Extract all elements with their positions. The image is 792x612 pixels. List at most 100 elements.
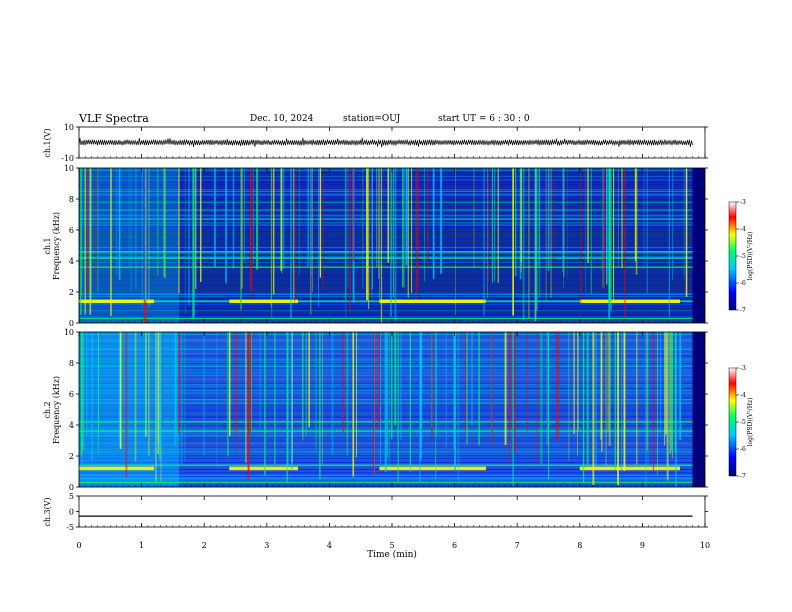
spectrogram-sferic (582, 332, 585, 483)
ch1-waveform-frame (78, 126, 706, 159)
spectrogram-noise-band (79, 446, 705, 448)
spectrogram-sferic (346, 332, 349, 456)
colorbar-tick-label: -4 (740, 392, 746, 399)
spectrogram-sferic (81, 168, 83, 297)
spectrogram-sferic (491, 332, 493, 445)
spectrogram-noise-band (79, 439, 705, 441)
spectrogram-sferic (180, 332, 183, 465)
spectrogram-sferic (606, 332, 608, 430)
spectrogram-sferic (519, 168, 522, 280)
spectrogram-sferic (294, 168, 296, 304)
spectrogram-sferic (229, 332, 231, 436)
ch1-colorbar: -3 -4 -5 -6 -7 log(PSD)(V²/Hz) (728, 199, 754, 314)
spectrogram-noise-band (79, 474, 705, 475)
spectrogram-sferic (590, 168, 592, 294)
ch1-waveform-panel (78, 126, 706, 159)
spectrogram-sferic (250, 168, 251, 289)
spectrogram-sferic (668, 168, 670, 317)
spectrogram-sferic (402, 168, 404, 287)
spectrogram-sferic (264, 332, 266, 476)
spectrogram-noise-band (79, 299, 705, 300)
spectrogram-sferic (407, 168, 409, 298)
spectrogram-sferic (273, 168, 275, 295)
spectrogram-sferic (672, 168, 674, 280)
spectrogram-sferic (513, 332, 514, 478)
x-axis-label: Time (min) (367, 549, 417, 560)
spectrogram-sferic (347, 168, 349, 288)
spectrogram-sferic (562, 168, 564, 272)
spectrogram-sferic (241, 168, 243, 289)
spectrogram-sferic (457, 332, 460, 483)
ch1-spectrogram-panel (78, 167, 706, 324)
spectrogram-persistent-band (79, 257, 705, 259)
spectrogram-sferic (342, 332, 344, 433)
spectrogram-sferic (119, 168, 121, 280)
ch1-spectrogram-channel-label: ch.1 (43, 237, 52, 254)
spectrogram-sferic (315, 332, 317, 450)
spectrogram-sferic (397, 332, 399, 483)
spectrogram-noise-band (79, 453, 705, 455)
spectrogram-sferic (378, 332, 380, 429)
spectrogram-sferic (89, 168, 92, 315)
spectrogram-noise-band (79, 195, 705, 197)
colorbar-tick-label: -6 (740, 280, 746, 287)
spectrogram-sferic (253, 168, 254, 265)
spectrogram-sferic (148, 168, 150, 308)
y-tick-label: 0 (69, 508, 74, 517)
ch1-colorbar-label: log(PSD)(V²/Hz) (747, 232, 754, 281)
spectrogram-sferic (305, 332, 307, 435)
spectrogram-noise-band (79, 280, 705, 282)
spectrogram-sferic (606, 168, 608, 285)
spectrogram-sferic (178, 332, 180, 434)
spectrogram-sferic (380, 168, 383, 323)
spectrogram-sferic (587, 168, 589, 264)
spectrogram-sferic (280, 168, 282, 272)
spectrogram-sferic (380, 332, 381, 464)
spectrogram-noise-band (79, 222, 705, 223)
spectrogram-sferic (585, 168, 586, 292)
spectrogram-sferic (592, 332, 595, 485)
spectrogram-sferic (558, 332, 560, 439)
spectrogram-tone-segment (379, 466, 486, 471)
spectrogram-noise-band (79, 259, 705, 260)
spectrogram-sferic (675, 332, 677, 487)
spectrogram-noise-band (79, 448, 705, 450)
spectrogram-noise-band (79, 243, 705, 245)
spectrogram-sferic (602, 168, 604, 288)
spectrogram-sferic (621, 168, 623, 268)
spectrogram-sferic (184, 168, 186, 315)
spectrogram-sferic (538, 168, 540, 268)
spectrogram-sferic (635, 168, 638, 275)
spectrogram-noise-band (79, 231, 705, 232)
spectrogram-noise-band (79, 316, 705, 317)
spectrogram-sferic (213, 168, 216, 268)
start-time-label: start UT = 6 : 30 : 0 (438, 114, 530, 124)
spectrogram-sferic (645, 332, 647, 487)
spectrogram-noise-band (79, 199, 705, 200)
spectrogram-persistent-band (79, 317, 705, 320)
x-tick-label: 8 (577, 541, 582, 550)
spectrogram-noise-band (79, 294, 705, 295)
y-tick-label: 6 (69, 390, 74, 399)
ch1-colorbar-gradient (728, 201, 737, 311)
spectrogram-noise-band (79, 192, 705, 194)
spectrogram-sferic (522, 168, 525, 321)
spectrogram-noise-band (79, 304, 705, 305)
ch1-waveform-ylabel: ch.1(V) (43, 128, 52, 157)
spectrogram-sferic (515, 168, 517, 277)
spectrogram-noise-band (79, 443, 705, 444)
spectrogram-sferic (577, 332, 578, 456)
spectrogram-noise-band (79, 171, 705, 173)
spectrogram-noise-band (79, 184, 705, 185)
spectrogram-noise-band (79, 209, 705, 210)
spectrogram-noise-band (79, 276, 705, 278)
spectrogram-sferic (250, 168, 253, 298)
spectrogram-sferic (157, 332, 160, 455)
ch2-spectrogram-panel (78, 331, 706, 488)
spectrogram-sferic (141, 168, 143, 308)
spectrogram-noise-band (79, 215, 705, 216)
spectrogram-sferic (237, 332, 238, 432)
spectrogram-sferic (312, 168, 313, 292)
spectrogram-sferic (679, 332, 682, 441)
spectrogram-noise-band (79, 201, 705, 203)
